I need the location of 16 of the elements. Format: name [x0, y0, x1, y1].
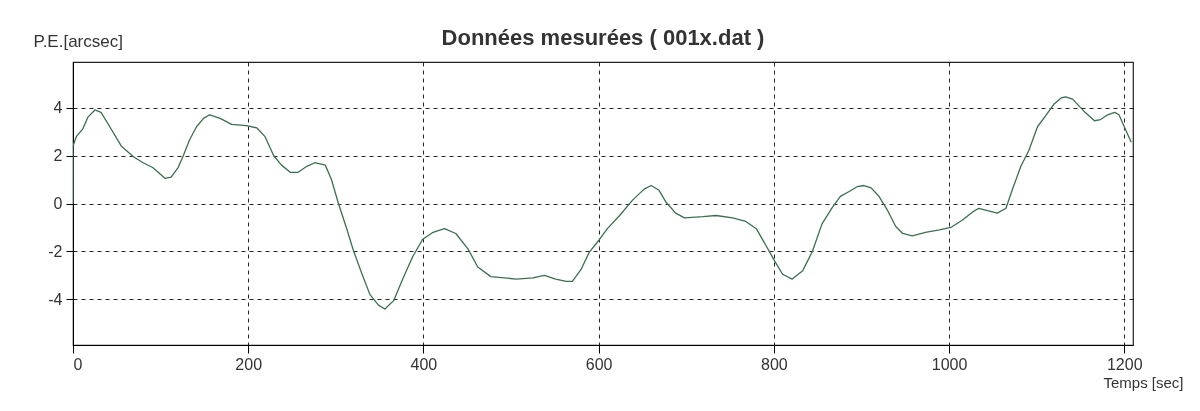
- x-tick-label: 0: [73, 355, 83, 373]
- line-series: [73, 96, 1132, 310]
- x-tick-label: 1200: [1106, 355, 1143, 373]
- y-tick-label: -4: [48, 290, 63, 308]
- x-axis-title: Temps [sec]: [1103, 373, 1184, 391]
- y-tick-label: 2: [53, 147, 63, 165]
- x-tick-label: 1000: [931, 355, 968, 373]
- y-axis-title: P.E.[arcsec]: [33, 31, 123, 51]
- x-tick-label: 400: [410, 355, 438, 373]
- x-tick-label: 200: [235, 355, 263, 373]
- chart-title: Données mesurées ( 001x.dat ): [441, 25, 765, 50]
- y-tick-label: 4: [53, 99, 63, 117]
- y-tick-label: 0: [53, 195, 63, 212]
- y-tick-label: -2: [48, 242, 63, 260]
- x-tick-label: 600: [585, 355, 613, 373]
- x-tick-label: 800: [760, 355, 788, 373]
